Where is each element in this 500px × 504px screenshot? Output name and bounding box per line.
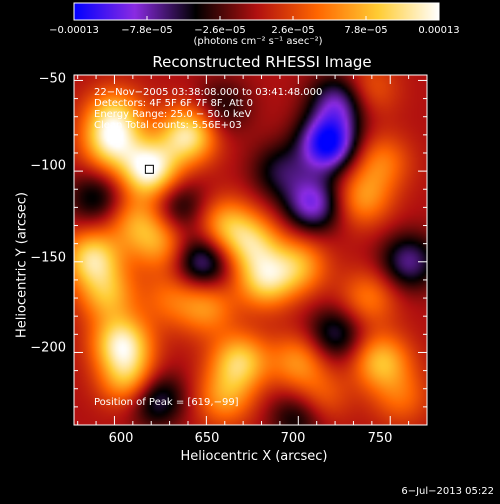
colorbar-tick-label: −0.00013 <box>49 25 99 36</box>
x-tick-label: 650 <box>194 431 220 446</box>
energy-annotation: Energy Range: 25.0 − 50.0 keV <box>94 109 252 120</box>
clean-counts-annotation: Clean Total counts: 5.56E+03 <box>94 120 242 131</box>
x-tick-label: 700 <box>280 431 306 446</box>
y-tick-label: −100 <box>30 158 66 174</box>
colorbar <box>73 2 440 21</box>
render-timestamp: 6−Jul−2013 05:22 <box>401 486 494 497</box>
colorbar-unit: (photons cm⁻² s⁻¹ asec⁻²) <box>193 36 323 47</box>
detectors-annotation: Detectors: 4F 5F 6F 7F 8F, Att 0 <box>94 98 254 109</box>
heatmap-image <box>74 75 427 425</box>
colorbar-tick-label: 0.00013 <box>418 25 460 36</box>
colorbar-tick-label: 2.6e−05 <box>271 25 315 36</box>
peak-marker <box>144 164 154 174</box>
peak-position-annotation: Position of Peak = [619,−99] <box>94 397 239 408</box>
colorbar-tick-label: −2.6e−05 <box>194 25 246 36</box>
colorbar-tick-label: −7.8e−05 <box>121 25 173 36</box>
y-tick-label: −150 <box>30 250 66 266</box>
y-tick-label: −200 <box>30 340 66 356</box>
y-tick-label: −50 <box>38 71 66 87</box>
x-tick-label: 600 <box>108 431 134 446</box>
time-range-annotation: 22−Nov−2005 03:38:08.000 to 03:41:48.000 <box>94 87 323 98</box>
x-tick-label: 750 <box>367 431 393 446</box>
y-axis-label: Heliocentric Y (arcsec) <box>14 192 30 338</box>
x-axis-label: Heliocentric X (arcsec) <box>180 449 328 464</box>
chart-title: Reconstructed RHESSI Image <box>152 53 372 71</box>
plot-frame <box>73 74 428 426</box>
colorbar-tick-label: 7.8e−05 <box>344 25 388 36</box>
